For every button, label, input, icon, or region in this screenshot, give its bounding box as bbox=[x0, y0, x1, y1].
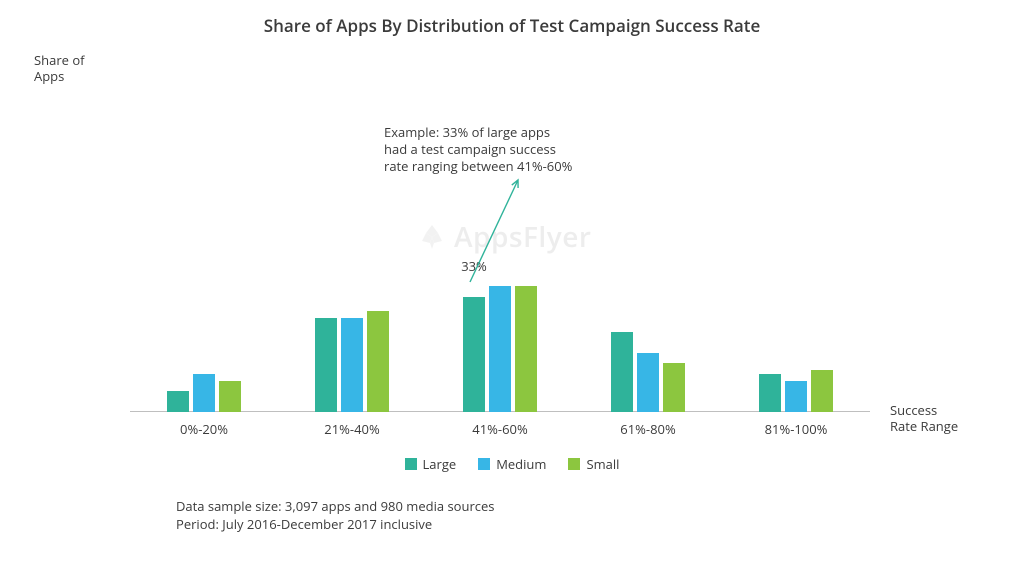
x-tick-label: 61%-80% bbox=[620, 412, 675, 438]
legend-item: Large bbox=[405, 455, 457, 473]
legend-swatch bbox=[405, 458, 417, 470]
legend: Large Medium Small bbox=[405, 455, 620, 473]
bar bbox=[463, 297, 485, 413]
x-tick-label: 41%-60% bbox=[472, 412, 527, 438]
bar bbox=[811, 370, 833, 412]
bar bbox=[367, 311, 389, 413]
y-axis-title: Share ofApps bbox=[34, 52, 85, 85]
legend-item: Medium bbox=[478, 455, 546, 473]
plot-area: 0%10%20%30%40%50%60%70%80%90%100%0%-20%2… bbox=[130, 62, 870, 412]
chart-title: Share of Apps By Distribution of Test Ca… bbox=[0, 14, 1024, 37]
x-tick-label: 0%-20% bbox=[180, 412, 228, 438]
legend-label: Large bbox=[423, 455, 457, 473]
bar bbox=[341, 318, 363, 413]
bar bbox=[663, 363, 685, 412]
annotation-text: Example: 33% of large appshad a test cam… bbox=[384, 124, 572, 175]
bar bbox=[315, 318, 337, 413]
legend-label: Medium bbox=[496, 455, 546, 473]
legend-item: Small bbox=[568, 455, 619, 473]
bar bbox=[759, 374, 781, 413]
bar bbox=[193, 374, 215, 413]
x-tick-label: 81%-100% bbox=[765, 412, 828, 438]
legend-swatch bbox=[568, 458, 580, 470]
legend-label: Small bbox=[586, 455, 619, 473]
x-tick-label: 21%-40% bbox=[324, 412, 379, 438]
x-axis-title: SuccessRate Range bbox=[890, 402, 958, 435]
legend-swatch bbox=[478, 458, 490, 470]
bar bbox=[515, 286, 537, 412]
bar bbox=[167, 391, 189, 412]
bar bbox=[611, 332, 633, 413]
bar bbox=[785, 381, 807, 413]
bar bbox=[219, 381, 241, 413]
bar bbox=[637, 353, 659, 413]
bar-value-label: 33% bbox=[461, 257, 487, 277]
footnote: Data sample size: 3,097 apps and 980 med… bbox=[176, 498, 495, 533]
bar bbox=[489, 286, 511, 412]
